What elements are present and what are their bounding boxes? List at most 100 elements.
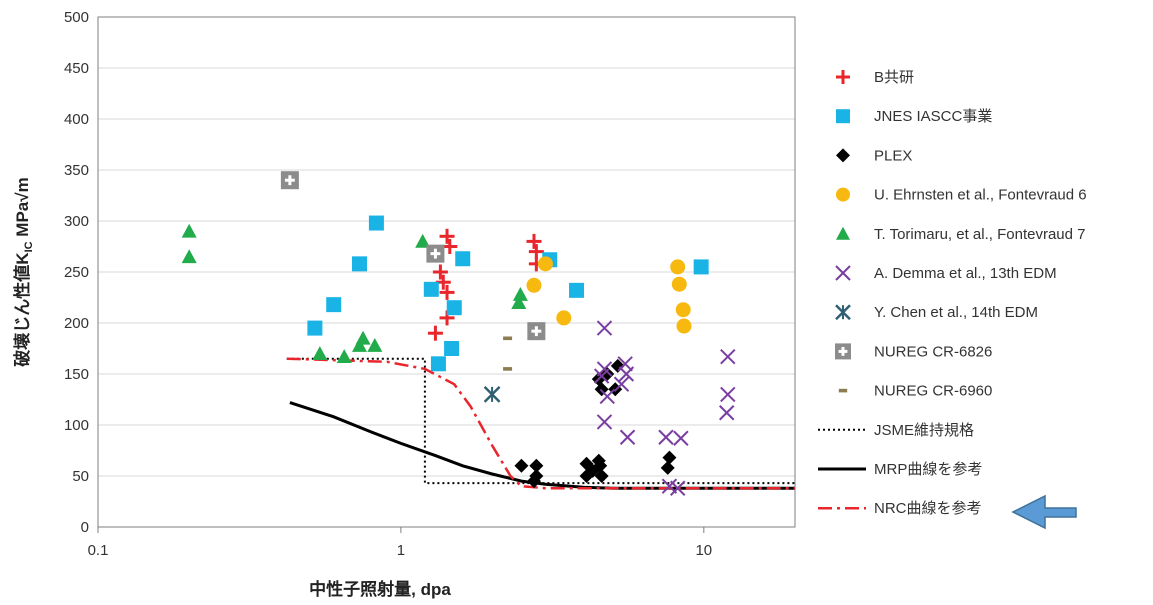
data-point	[367, 337, 383, 352]
data-point	[720, 348, 736, 365]
x-tick-label: 0.1	[88, 542, 109, 559]
legend-marker	[835, 304, 851, 321]
data-point	[613, 376, 630, 392]
legend: B共研 JNES IASCC事業 PLEX U. Ehrnsten et al., F…	[818, 69, 1087, 517]
data-point	[439, 284, 455, 300]
data-point	[671, 276, 687, 292]
data-point	[326, 297, 342, 313]
legend-label: U. Ehrnsten et al., Fontevraud 6	[874, 187, 1087, 204]
data-point	[593, 458, 608, 473]
legend-label: Y. Chen et al., 14th EDM	[874, 304, 1038, 321]
data-point	[352, 256, 368, 272]
data-point	[662, 450, 677, 465]
data-point	[444, 341, 460, 356]
data-point	[658, 429, 674, 445]
data-point	[599, 388, 615, 405]
x-axis: 0.1 1 10	[88, 527, 712, 559]
data-point	[439, 228, 455, 244]
data-point	[670, 480, 686, 496]
highlight-arrow-icon	[1011, 494, 1077, 530]
data-point	[455, 251, 471, 267]
data-point	[596, 361, 613, 377]
data-point	[355, 330, 371, 345]
legend-label: NUREG CR-6960	[874, 383, 992, 400]
legend-label: NUREG CR-6826	[874, 343, 992, 360]
y-tick-label: 150	[64, 366, 89, 383]
data-point	[526, 233, 542, 249]
data-point	[181, 249, 197, 264]
data-point	[529, 458, 544, 473]
y-axis-label-unit: MPa√m	[13, 177, 32, 241]
x-tick-label: 10	[695, 542, 712, 559]
legend-marker	[835, 265, 851, 281]
data-point	[526, 277, 542, 293]
y-tick-label: 450	[64, 60, 89, 77]
data-point	[446, 300, 462, 316]
data-point	[415, 233, 431, 248]
legend-label: B共研	[874, 69, 914, 86]
data-point	[352, 337, 368, 352]
y-tick-label: 500	[64, 9, 89, 26]
data-point	[720, 386, 736, 403]
curve-dashdot	[286, 357, 795, 490]
data-point	[618, 366, 635, 382]
legend-label: JSME維持規格	[874, 422, 974, 439]
data-point	[594, 382, 609, 397]
legend-label: A. Demma et al., 13th EDM	[874, 265, 1057, 282]
legend-label: MRP曲線を参考	[874, 461, 982, 478]
data-point	[594, 469, 609, 483]
data-point	[427, 325, 443, 341]
y-axis: 0 50 100 150 200 250 300 350 400 450 500	[64, 9, 89, 536]
y-tick-label: 200	[64, 315, 89, 332]
data-point	[514, 458, 529, 473]
legend-marker	[836, 109, 850, 124]
data-point	[430, 356, 446, 372]
legend-label: JNES IASCC事業	[874, 108, 992, 125]
plot-area	[97, 16, 796, 528]
legend-marker	[836, 70, 850, 84]
data-point	[527, 322, 546, 341]
data-point	[181, 223, 197, 238]
data-point	[673, 430, 689, 446]
data-point	[312, 346, 328, 360]
curve-dotted	[286, 357, 795, 485]
data-point	[426, 244, 445, 263]
y-tick-label: 50	[72, 468, 89, 485]
data-point	[675, 302, 691, 318]
legend-marker	[836, 187, 850, 202]
data-point	[619, 429, 636, 445]
data-point	[307, 320, 323, 336]
data-point	[512, 286, 528, 301]
y-tick-label: 350	[64, 162, 89, 179]
data-points	[181, 171, 736, 496]
x-axis-label: 中性子照射量, dpa	[309, 579, 451, 599]
data-point	[596, 414, 613, 430]
y-tick-label: 100	[64, 417, 89, 434]
data-point	[336, 349, 352, 364]
legend-label: T. Torimaru, et al., Fontevraud 7	[874, 226, 1086, 243]
data-point	[670, 259, 686, 275]
curves	[286, 357, 795, 490]
x-tick-label: 1	[397, 542, 405, 559]
data-point	[569, 282, 585, 298]
y-axis-label: 破壊じん性値KIC MPa√m	[12, 177, 35, 366]
y-axis-label-subscript: IC	[23, 241, 35, 252]
data-point	[660, 460, 675, 475]
data-point	[368, 215, 384, 231]
data-point	[718, 405, 735, 421]
data-point	[503, 336, 513, 341]
data-point	[556, 310, 572, 326]
data-point	[280, 171, 299, 190]
y-tick-label: 250	[64, 264, 89, 281]
y-axis-label-main: 破壊じん性値K	[12, 252, 32, 367]
y-tick-label: 300	[64, 213, 89, 230]
legend-label: PLEX	[874, 147, 912, 164]
legend-marker	[835, 343, 851, 360]
data-point	[693, 259, 709, 275]
data-point	[423, 281, 439, 297]
data-point	[483, 386, 501, 403]
data-point	[676, 318, 692, 334]
legend-label: NRC曲線を参考	[874, 500, 982, 517]
data-point	[432, 264, 448, 280]
